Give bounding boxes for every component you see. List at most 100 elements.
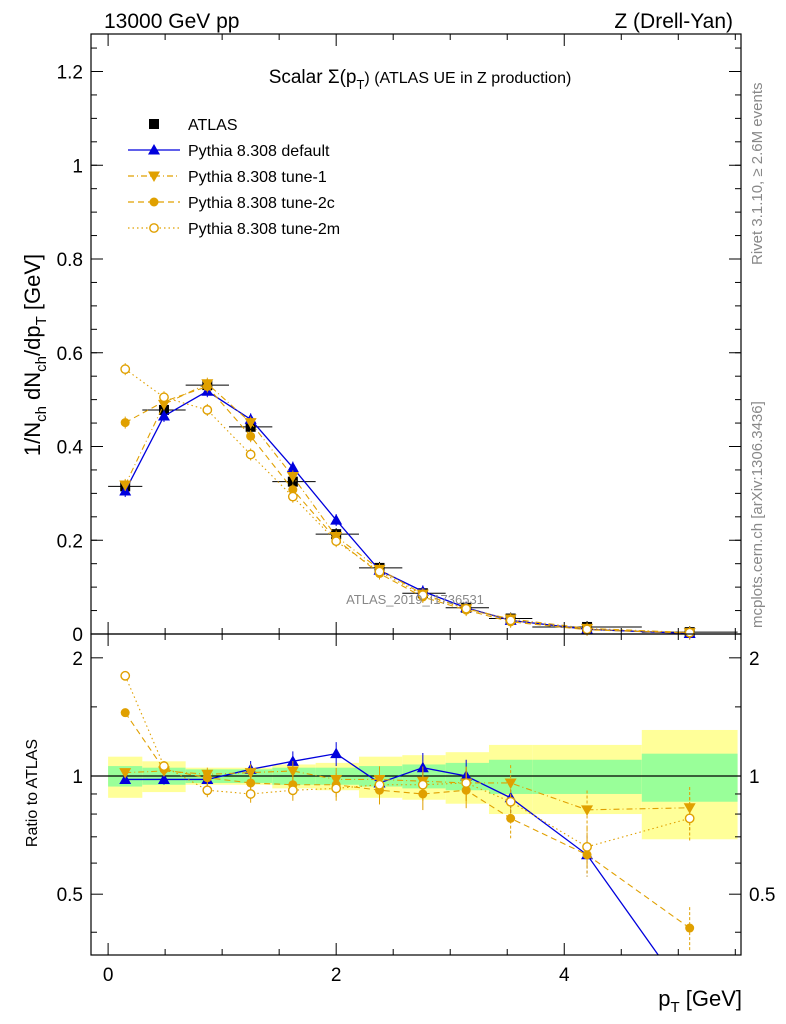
- data-point: [331, 536, 342, 547]
- main-title: Scalar Σ(pT) (ATLAS UE in Z production): [269, 67, 572, 92]
- data-point: [202, 405, 213, 415]
- data-point: [582, 624, 592, 635]
- ratio-point: [684, 813, 695, 824]
- legend-marker: [148, 144, 160, 155]
- legend-label: Pythia 8.308 default: [188, 143, 330, 160]
- ratio-point: [159, 761, 169, 771]
- ratio-point: [461, 778, 472, 788]
- data-point: [159, 392, 169, 403]
- legend: ATLAS Pythia 8.308 default Pythia 8.308 tu…: [128, 117, 340, 238]
- y-tick-label: 1.2: [57, 63, 83, 84]
- data-point: [374, 566, 385, 577]
- data-point: [244, 418, 257, 429]
- legend-marker: [149, 223, 159, 233]
- header-right: Z (Drell-Yan): [614, 10, 733, 33]
- ratio-point: [374, 779, 385, 790]
- legend-marker: [149, 119, 159, 129]
- x-axis-label: pT [GeV]: [658, 986, 742, 1016]
- data-point: [202, 382, 212, 391]
- data-point: [120, 364, 131, 375]
- legend-entry: Pythia 8.308 tune-2c: [128, 195, 335, 212]
- legend-entry: Pythia 8.308 tune-2m: [128, 221, 340, 238]
- uncertainty-band-inner: [532, 759, 642, 794]
- legend-label: Pythia 8.308 tune-2c: [188, 195, 335, 212]
- ratio-point: [202, 773, 212, 783]
- ratio-point: [286, 755, 299, 766]
- ratio-point: [504, 778, 517, 789]
- series-line: [124, 385, 690, 634]
- ratio-y-tick-label-right: 1: [749, 767, 760, 788]
- ratio-point: [245, 789, 256, 799]
- ratio-panel: 0.5 0.5 1 1 2 2 0 2 4 Ratio to ATLAS pT [GeV]: [24, 633, 775, 1016]
- ratio-y-tick-label-right: 0.5: [749, 885, 775, 906]
- data-point: [461, 603, 472, 614]
- ratio-y-tick-label-right: 2: [749, 649, 760, 670]
- series-line: [124, 368, 690, 634]
- x-tick-label: 2: [331, 965, 342, 986]
- data-point: [286, 472, 299, 483]
- ratio-line: [124, 675, 690, 848]
- side-label-mcplots: mcplots.cern.ch [arXiv:1306.3436]: [749, 401, 766, 628]
- ratio-series-pythia-8-308-tune-2m: [120, 670, 695, 869]
- ratio-series-pythia-8-308-tune-2c: [120, 708, 695, 952]
- series-line: [124, 390, 690, 635]
- ratio-y-tick-label: 1: [72, 767, 83, 788]
- data-point: [286, 461, 299, 473]
- y-tick-label: 0.8: [57, 250, 83, 271]
- legend-entry: Pythia 8.308 default: [128, 143, 330, 160]
- ratio-y-tick-label: 2: [72, 649, 83, 670]
- ratio-ylabel: Ratio to ATLAS: [24, 739, 41, 847]
- y-tick-label: 0.6: [57, 344, 83, 365]
- y-tick-label: 0: [72, 625, 83, 646]
- ratio-point: [157, 773, 170, 784]
- main-panel: 0 0.2 0.4 0.6 0.8 1 1.2 ATLAS_2019_I1736531 Sc…: [20, 33, 742, 646]
- side-label-rivet: Rivet 3.1.10, ≥ 2.6M events: [749, 83, 766, 266]
- series-pythia-8-308-tune-2m: [120, 363, 695, 639]
- main-frame: [90, 33, 742, 635]
- data-point: [417, 590, 428, 600]
- legend-marker: [148, 171, 160, 182]
- ratio-point: [287, 785, 298, 796]
- data-point: [246, 431, 256, 441]
- header-left: 13000 GeV pp: [104, 10, 239, 33]
- ratio-point: [286, 766, 299, 777]
- watermark-label: ATLAS_2019_I1736531: [346, 592, 484, 607]
- data-point: [245, 449, 256, 460]
- legend-label: ATLAS: [188, 117, 238, 134]
- data-point: [505, 615, 516, 626]
- ratio-point: [417, 779, 428, 790]
- ratio-point: [581, 805, 594, 816]
- ratio-y-tick-label: 0.5: [57, 885, 83, 906]
- ratio-line: [124, 712, 691, 929]
- y-tick-label: 0.2: [57, 531, 83, 552]
- data-point: [684, 627, 695, 638]
- ratio-point: [119, 768, 132, 779]
- y-tick-label: 0.4: [57, 438, 84, 459]
- legend-entry: Pythia 8.308 tune-1: [128, 169, 327, 186]
- legend-marker: [149, 197, 159, 207]
- ratio-line: [125, 752, 660, 955]
- ratio-point: [330, 747, 343, 759]
- data-point: [157, 410, 170, 421]
- ratio-point: [202, 785, 213, 796]
- data-point: [287, 491, 298, 502]
- main-ylabel: 1/Nch dNch/dpT [GeV]: [20, 254, 50, 456]
- legend-label: Pythia 8.308 tune-1: [188, 169, 327, 186]
- data-point: [119, 480, 132, 491]
- data-point: [330, 514, 343, 525]
- legend-label: Pythia 8.308 tune-2m: [188, 221, 340, 238]
- ratio-point: [119, 773, 132, 784]
- ratio-point: [331, 783, 342, 794]
- data-point: [120, 418, 130, 428]
- ratio-point: [685, 923, 695, 933]
- y-tick-label: 1: [72, 156, 83, 177]
- x-tick-label: 4: [559, 965, 570, 986]
- ratio-point: [506, 813, 516, 823]
- ratio-point: [120, 708, 130, 718]
- series-line: [124, 383, 690, 634]
- ratio-point: [582, 841, 592, 852]
- ratio-point: [246, 778, 256, 788]
- x-tick-label: 0: [103, 965, 114, 986]
- ratio-point: [505, 796, 516, 807]
